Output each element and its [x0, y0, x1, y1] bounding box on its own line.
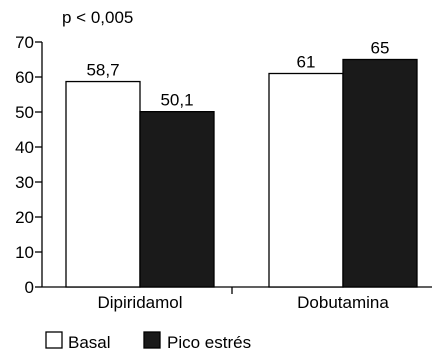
- bar-value-labels: 58,7 61 50,1 65: [86, 39, 389, 110]
- y-tick-label: 40: [15, 138, 34, 157]
- bar-value-label: 61: [297, 53, 316, 72]
- y-tick-label: 0: [25, 278, 34, 297]
- significance-annotation: p < 0,005: [62, 8, 133, 27]
- bar-pico-estres-dobutamina: [342, 58, 418, 288]
- x-axis-category-labels: Dipiridamol Dobutamina: [97, 287, 389, 312]
- bar-basal-dobutamina: [268, 72, 344, 288]
- legend-swatch-basal: [45, 331, 63, 349]
- legend-label-pico-estres: Pico estrés: [167, 333, 251, 352]
- y-tick-label: 60: [15, 68, 34, 87]
- legend: Basal Pico estrés: [45, 331, 251, 352]
- bar-value-label: 65: [371, 39, 390, 58]
- bar-pico-estres-dipiridamol: [139, 111, 215, 288]
- y-tick-label: 20: [15, 208, 34, 227]
- y-axis-ticks: 0 10 20 30 40 50 60 70: [15, 33, 42, 297]
- legend-label-basal: Basal: [68, 333, 111, 352]
- y-tick-label: 70: [15, 33, 34, 52]
- bar-value-label: 58,7: [86, 61, 119, 80]
- y-tick-label: 10: [15, 243, 34, 262]
- x-category-label: Dipiridamol: [97, 293, 182, 312]
- bar-basal-dipiridamol: [65, 80, 141, 288]
- bar-value-label: 50,1: [160, 91, 193, 110]
- y-tick-label: 30: [15, 173, 34, 192]
- x-category-label: Dobutamina: [297, 293, 389, 312]
- legend-swatch-pico-estres: [143, 331, 161, 349]
- bars-group: [65, 58, 418, 288]
- y-tick-label: 50: [15, 103, 34, 122]
